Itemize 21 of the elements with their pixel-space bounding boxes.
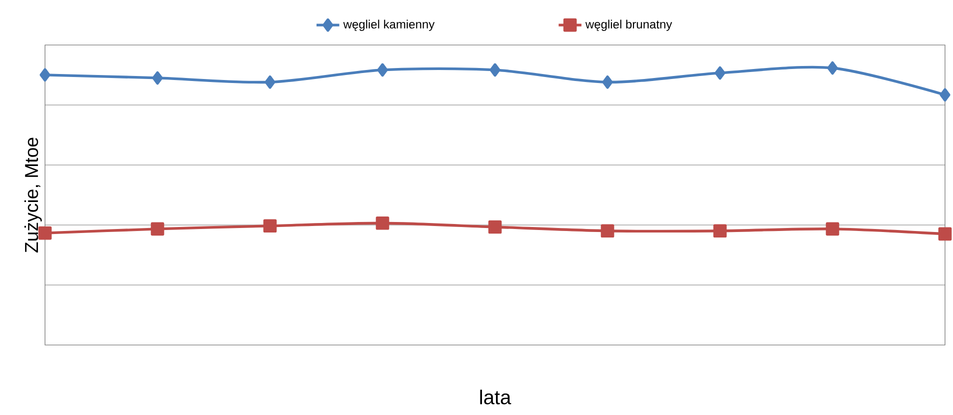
point — [600, 224, 614, 238]
x-axis-title: lata — [480, 390, 512, 404]
legend-label: węgliel brunatny — [585, 20, 672, 31]
point — [713, 224, 727, 238]
point — [938, 227, 952, 241]
point — [488, 220, 502, 234]
point — [377, 63, 388, 77]
point — [264, 75, 276, 89]
point — [376, 216, 390, 230]
point — [826, 222, 840, 236]
point — [40, 68, 50, 82]
legend-label: węgliel kamienny — [343, 20, 435, 31]
point — [263, 219, 277, 233]
point — [490, 63, 500, 77]
y-axis-title: Zużycie, Mtoe — [24, 138, 42, 253]
point — [152, 71, 163, 85]
point — [602, 75, 613, 89]
point — [827, 61, 838, 75]
point — [714, 66, 726, 80]
point — [940, 88, 950, 102]
point — [150, 222, 164, 236]
